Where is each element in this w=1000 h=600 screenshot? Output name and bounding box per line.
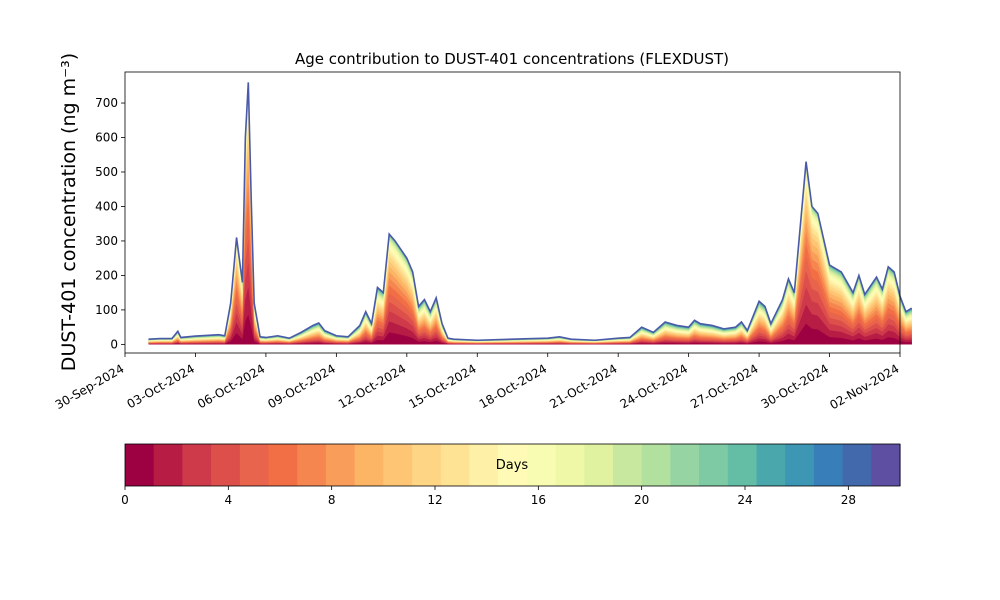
colorbar-tick-label: 20 [634,493,649,507]
x-tick-label: 06-Oct-2024 [195,361,267,411]
x-tick-label: 30-Oct-2024 [759,361,831,411]
colorbar-swatch [153,444,184,486]
x-tick-label: 15-Oct-2024 [406,361,478,411]
y-tick-label: 300 [95,234,118,248]
colorbar-swatch [383,444,413,486]
colorbar-swatch [469,444,499,486]
y-axis-label: DUST-401 concentration (ng m⁻³) [58,53,80,371]
x-tick-label: 03-Oct-2024 [125,361,197,411]
colorbar-tick-label: 8 [328,493,336,507]
colorbar-swatch [182,444,212,486]
y-tick-label: 700 [95,96,118,110]
colorbar-swatch [871,444,901,486]
colorbar-tick-label: 24 [737,493,752,507]
colorbar-swatch [412,444,442,486]
age-band-0 [148,314,912,345]
x-tick-label: 02-Nov-2024 [827,361,901,412]
x-tick-label: 21-Oct-2024 [547,361,619,411]
x-tick-label: 27-Oct-2024 [688,361,760,411]
colorbar: 0 4 8 12 16 20 24 28 [121,443,901,507]
colorbar-swatch [268,444,298,486]
colorbar-swatch [526,444,557,486]
y-tick-label: 100 [95,303,118,317]
colorbar-swatch [354,444,384,486]
x-tick-label: 09-Oct-2024 [265,361,337,411]
colorbar-tick-label: 4 [225,493,233,507]
x-tick-label: 18-Oct-2024 [477,361,549,411]
x-tick-label: 24-Oct-2024 [618,361,690,411]
y-tick-label: 600 [95,131,118,145]
colorbar-swatch [699,444,729,486]
colorbar-swatch [670,444,700,486]
colorbar-swatch [239,444,270,486]
colorbar-tick-label: 16 [531,493,546,507]
colorbar-tick-label: 28 [841,493,856,507]
colorbar-swatch [584,444,614,486]
colorbar-swatch [440,444,471,486]
plot-area [148,82,913,345]
chart-title: Age contribution to DUST-401 concentrati… [295,50,729,68]
x-axis: 30-Sep-202403-Oct-202406-Oct-202409-Oct-… [53,353,902,412]
y-tick-label: 200 [95,268,118,282]
x-tick-label: 12-Oct-2024 [336,361,408,411]
colorbar-swatch [211,444,241,486]
colorbar-swatch [498,444,528,486]
colorbar-swatch [727,444,758,486]
colorbar-frame [124,443,901,487]
y-tick-label: 400 [95,199,118,213]
y-axis: 0 100 200 300 400 500 600 700 [95,96,125,351]
colorbar-swatch [641,444,671,486]
colorbar-swatch [842,444,872,486]
colorbar-swatch [813,444,844,486]
total-concentration-line [148,82,913,342]
y-tick-label: 500 [95,165,118,179]
colorbar-swatch [612,444,643,486]
colorbar-swatch [125,444,155,486]
colorbar-swatch [297,444,327,486]
y-tick-label: 0 [110,337,118,351]
colorbar-swatch [555,444,585,486]
colorbar-tick-label: 12 [427,493,442,507]
colorbar-tick-label: 0 [121,493,129,507]
colorbar-swatch [756,444,786,486]
colorbar-label: Days [496,458,529,473]
colorbar-swatch [785,444,815,486]
colorbar-swatch [325,444,356,486]
plot-frame [124,71,901,354]
